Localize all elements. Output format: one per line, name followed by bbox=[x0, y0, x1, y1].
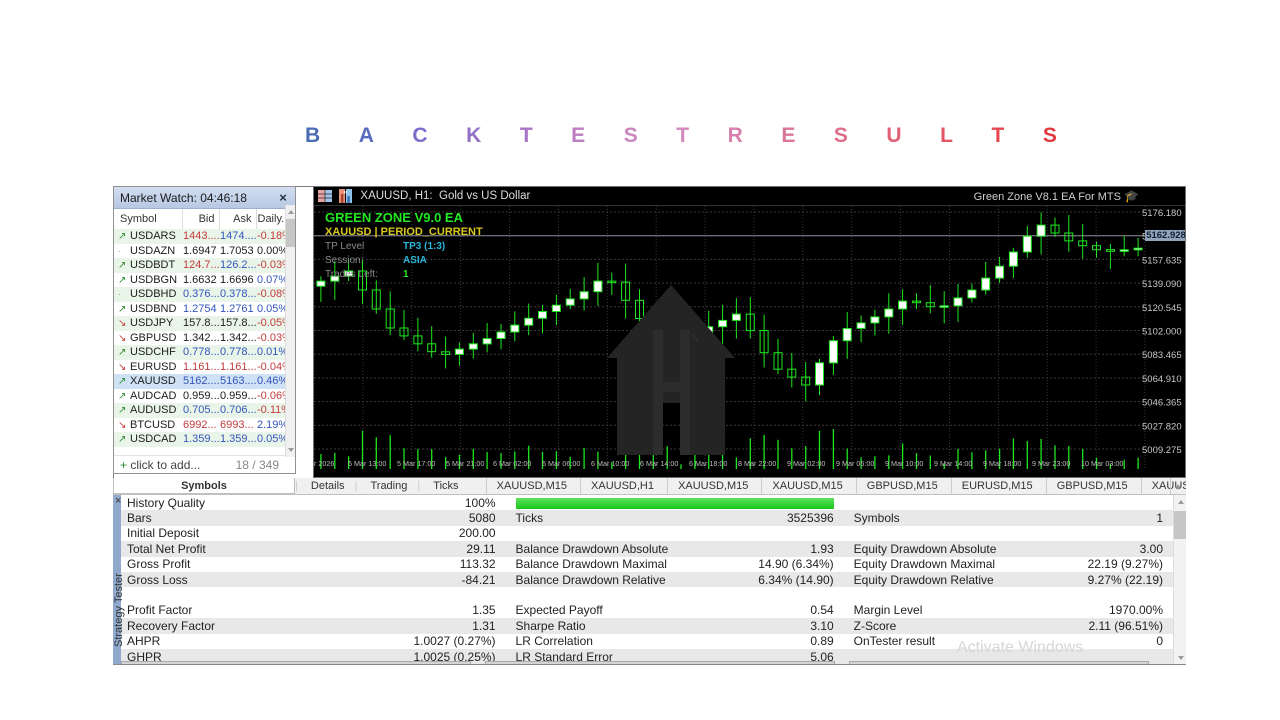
svg-text:5120.545: 5120.545 bbox=[1142, 303, 1182, 314]
svg-text:5064.910: 5064.910 bbox=[1142, 374, 1182, 385]
svg-text:5027.820: 5027.820 bbox=[1142, 421, 1182, 432]
svg-text:5176.180: 5176.180 bbox=[1142, 208, 1182, 219]
svg-text:5157.635: 5157.635 bbox=[1142, 255, 1182, 266]
svg-text:5102.000: 5102.000 bbox=[1142, 327, 1182, 338]
svg-text:5083.465: 5083.465 bbox=[1142, 350, 1182, 361]
svg-text:5009.275: 5009.275 bbox=[1142, 445, 1182, 456]
svg-text:5046.365: 5046.365 bbox=[1142, 398, 1182, 409]
svg-text:5139.090: 5139.090 bbox=[1142, 279, 1182, 290]
